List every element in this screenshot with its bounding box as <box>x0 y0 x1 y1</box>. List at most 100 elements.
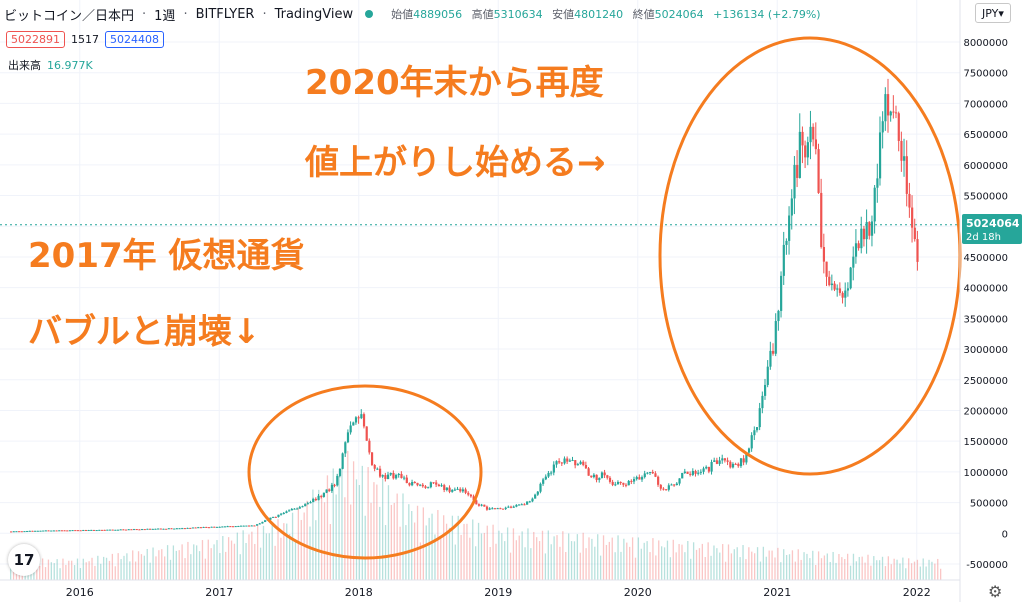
candle-body <box>825 261 828 277</box>
candle-body <box>900 140 903 161</box>
candle-body <box>836 288 839 290</box>
volume-bar <box>591 538 593 580</box>
volume-bar <box>690 558 692 580</box>
volume-bar <box>251 531 253 580</box>
candle-body <box>587 468 590 476</box>
y-tick-label: 4500000 <box>963 253 1008 264</box>
volume-bar <box>367 467 369 580</box>
volume-bar <box>620 551 622 580</box>
time-axis[interactable]: 2016 2017 2018 2019 2020 2021 2022 <box>66 586 931 599</box>
bid-box[interactable]: 5022891 <box>6 31 65 48</box>
volume-bar <box>376 484 378 580</box>
candle-body <box>868 222 871 236</box>
candle-body <box>381 475 384 477</box>
candle-body <box>258 523 261 525</box>
candle-body <box>207 527 211 529</box>
candle-body <box>322 492 326 497</box>
candle-body <box>58 530 61 532</box>
candle-body <box>710 461 713 472</box>
candle-body <box>501 508 505 510</box>
volume-bar <box>126 553 128 580</box>
volume-bar <box>492 524 494 580</box>
volume-bar <box>59 568 61 580</box>
candle-body <box>298 507 301 509</box>
candle-body <box>74 530 77 532</box>
candle-body <box>774 321 777 354</box>
candle-body <box>705 466 708 469</box>
candle-body <box>512 506 515 508</box>
volume-bar <box>902 557 904 580</box>
volume-bar <box>687 541 689 580</box>
x-tick-label: 2020 <box>624 586 652 599</box>
price-axis[interactable]: 8000000 7500000 7000000 6500000 6000000 55000… <box>963 38 1008 571</box>
volume-bar <box>79 568 82 580</box>
candle-body <box>854 243 858 257</box>
interval[interactable]: 1週 <box>154 8 176 24</box>
candle-body <box>60 530 64 532</box>
candle-body <box>737 463 740 467</box>
candle-body <box>250 525 253 527</box>
candle-body <box>678 478 681 484</box>
settings-gear-icon[interactable]: ⚙ <box>988 582 1003 601</box>
volume-bar <box>280 537 282 580</box>
volume-bar <box>323 502 326 580</box>
candle-body <box>170 528 173 530</box>
candle-body <box>632 479 636 482</box>
symbol-name[interactable]: ビットコイン／日本円 <box>4 8 135 24</box>
volume-bar <box>274 545 276 580</box>
candle-body <box>210 526 213 528</box>
volume-bar <box>602 535 605 580</box>
x-tick-label: 2019 <box>484 586 512 599</box>
candle-body <box>507 506 510 508</box>
candle-body <box>563 458 566 464</box>
volume-bar <box>239 554 241 580</box>
volume-bar <box>85 562 87 580</box>
volume-bar <box>756 547 759 580</box>
candle-body <box>416 482 419 486</box>
candle-body <box>264 520 267 522</box>
candle-body <box>496 508 499 510</box>
candle-body <box>865 222 868 240</box>
volume-bar <box>73 565 76 580</box>
volume-bar <box>629 546 631 580</box>
volume-bar <box>858 556 860 580</box>
candle-body <box>437 484 440 487</box>
volume-bar <box>643 542 645 580</box>
candle-body <box>39 530 42 532</box>
y-tick-label: 1500000 <box>963 437 1008 448</box>
candle-body <box>338 468 342 476</box>
volume-bar <box>329 524 331 580</box>
candle-body <box>272 516 275 518</box>
volume-bar <box>402 493 404 580</box>
volume-bar <box>10 566 12 580</box>
volume-bar <box>184 558 186 580</box>
volume-bar <box>742 545 744 580</box>
candle-body <box>400 473 403 478</box>
candle-body <box>413 482 416 484</box>
currency-selector[interactable]: JPY ▾ <box>975 3 1011 23</box>
candle-body <box>657 476 660 485</box>
candle-body <box>138 529 141 531</box>
candle-body <box>461 489 465 492</box>
volume-bar <box>550 544 552 580</box>
volume-bar <box>207 539 209 580</box>
volume-bar <box>347 450 349 580</box>
candle-body <box>23 531 26 533</box>
volume-bar <box>605 544 608 580</box>
candle-countdown: 2d 18h <box>966 232 1001 243</box>
candle-body <box>231 526 235 528</box>
volume-bar <box>190 554 192 580</box>
candle-body <box>772 350 775 354</box>
volume-bar <box>143 555 145 580</box>
candle-body <box>419 484 422 486</box>
candle-body <box>766 366 769 385</box>
candle-body <box>889 111 892 116</box>
candle-body <box>31 530 34 532</box>
ask-box[interactable]: 5024408 <box>105 31 164 48</box>
candle-body <box>333 484 336 486</box>
candle-body <box>127 529 130 531</box>
candle-body <box>362 414 366 427</box>
volume-bar <box>905 568 907 580</box>
volume-bar <box>652 538 654 580</box>
